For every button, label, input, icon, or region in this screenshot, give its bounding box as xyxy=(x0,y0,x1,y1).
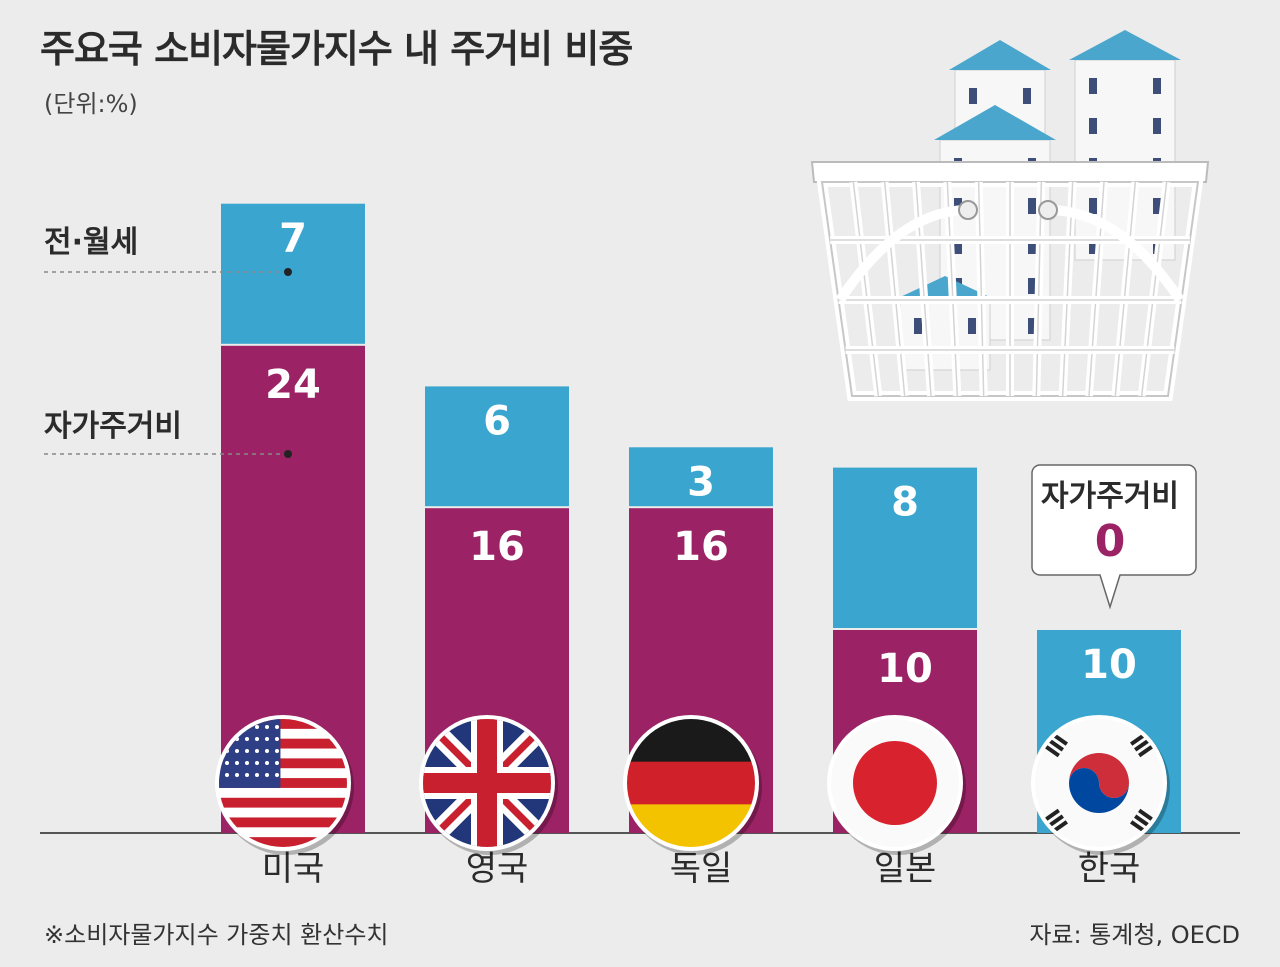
chart-title: 주요국 소비자물가지수 내 주거비 비중 xyxy=(40,27,633,71)
category-label: 영국 xyxy=(466,849,529,889)
basket-slat-edge xyxy=(852,181,880,397)
footnote: ※소비자물가지수 가중치 환산수치 xyxy=(44,921,389,949)
basket-slat-edge xyxy=(1114,181,1137,397)
house-icon xyxy=(894,276,996,371)
basket-slat-edge xyxy=(946,181,959,397)
basket-handle-joint xyxy=(1038,200,1058,220)
category-label: 독일 xyxy=(670,849,733,889)
flag-face xyxy=(423,719,551,847)
callout-title: 자가주거비 xyxy=(1041,479,1179,514)
legend-dot-owner xyxy=(284,450,292,458)
callout-shape xyxy=(1031,464,1197,610)
bar-rent xyxy=(221,203,365,344)
bar-rent xyxy=(629,447,773,507)
bar-rent xyxy=(833,467,977,628)
bar-rent xyxy=(425,386,569,507)
value-label-owner: 16 xyxy=(673,524,729,570)
shopping-basket-with-houses-icon xyxy=(810,30,1210,401)
basket-handle xyxy=(1047,205,1185,303)
legend-label-rent: 전·월세 xyxy=(44,225,138,260)
basket-slat-edge xyxy=(883,181,906,397)
category-label: 한국 xyxy=(1078,849,1141,889)
korea-flag-icon xyxy=(1031,715,1170,855)
us-flag-icon xyxy=(215,715,354,855)
source-label: 자료: 통계청, OECD xyxy=(1029,921,1240,949)
value-label-rent: 3 xyxy=(687,459,715,505)
flag-face xyxy=(627,719,755,847)
value-label-owner: 24 xyxy=(265,362,321,408)
unit-label: (단위:%) xyxy=(44,90,138,118)
basket-slat-edge xyxy=(1035,181,1043,397)
value-label-rent: 10 xyxy=(1081,642,1137,688)
flag-face xyxy=(219,719,347,847)
basket-handle-joint xyxy=(958,200,978,220)
japan-flag-icon xyxy=(827,715,966,855)
value-label-owner: 10 xyxy=(877,646,933,692)
value-label-rent: 6 xyxy=(483,398,511,444)
value-label-owner: 16 xyxy=(469,524,525,570)
flag-face xyxy=(1035,719,1163,847)
value-label-rent: 8 xyxy=(891,480,919,526)
legend-dot-rent xyxy=(284,268,292,276)
legend-label-owner: 자가주거비 xyxy=(44,409,182,444)
callout-bubble xyxy=(1031,464,1197,610)
callout-value: 0 xyxy=(1095,516,1126,567)
uk-flag-icon xyxy=(419,715,558,855)
basket-slat-edge xyxy=(1140,181,1168,397)
basket-slat-edge xyxy=(977,181,985,397)
category-label: 일본 xyxy=(874,849,937,889)
basket-handle xyxy=(835,205,969,303)
category-label: 미국 xyxy=(262,849,325,889)
basket-slat-edge xyxy=(1061,181,1074,397)
value-label-rent: 7 xyxy=(279,216,307,262)
flag-face xyxy=(831,719,959,847)
